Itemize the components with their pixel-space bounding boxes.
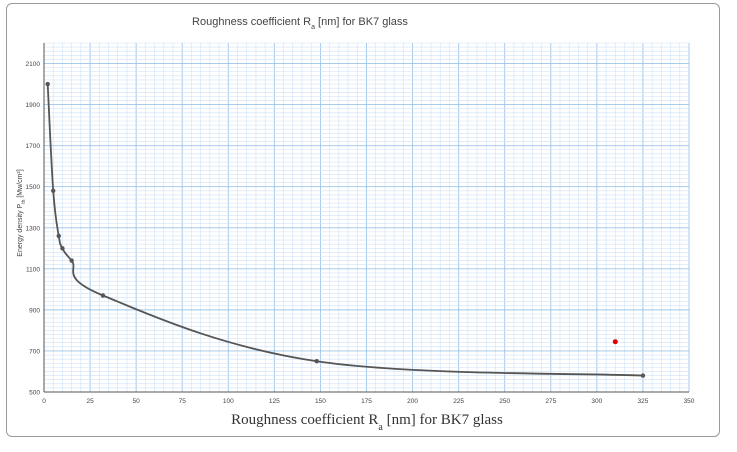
data-point (314, 359, 319, 364)
x-tick-label: 75 (179, 398, 187, 405)
y-axis-label: Energy density Pth [Mw/cm²] (17, 169, 27, 256)
y-tick-label: 1700 (26, 143, 41, 150)
data-point (640, 373, 646, 378)
x-tick-label: 50 (133, 398, 141, 405)
data-point (60, 246, 65, 251)
x-tick-label: 250 (499, 398, 510, 405)
data-point (100, 293, 106, 298)
x-tick-label: 350 (684, 398, 695, 405)
x-tick-label: 300 (591, 398, 602, 405)
data-point (51, 188, 56, 194)
y-tick-label: 1300 (26, 225, 41, 232)
y-tick-label: 500 (29, 390, 40, 397)
x-tick-label: 200 (407, 398, 418, 405)
x-tick-label: 325 (637, 398, 648, 405)
x-tick-label: 25 (86, 398, 94, 405)
y-tick-label: 1100 (26, 266, 40, 273)
series (45, 81, 646, 378)
y-tick-label: 1900 (26, 102, 41, 109)
chart-frame (6, 3, 720, 437)
chart-title: Roughness coefficient Ra [nm] for BK7 gl… (192, 16, 408, 31)
x-tick-label: 225 (453, 398, 464, 405)
axes (43, 43, 689, 393)
x-tick-label: 125 (269, 398, 280, 405)
data-point (69, 258, 74, 263)
x-tick-label: 150 (315, 398, 326, 405)
y-tick-label: 700 (29, 348, 40, 355)
data-point (56, 233, 61, 239)
x-tick-label: 0 (42, 398, 46, 405)
y-tick-label: 2100 (26, 61, 41, 68)
tick-labels: 0 25 50 75 100 125 150 175 200 225 250 275 300 325 350… (26, 61, 695, 405)
x-tick-label: 100 (223, 398, 234, 405)
grid (43, 42, 690, 393)
y-tick-label: 900 (29, 307, 40, 314)
x-axis-label: Roughness coefficient Ra [nm] for BK7 gl… (231, 412, 503, 433)
x-tick-label: 275 (545, 398, 556, 405)
data-point (45, 81, 50, 87)
highlight-point (612, 339, 618, 345)
series-line (46, 84, 643, 377)
x-tick-label: 175 (361, 398, 372, 405)
y-tick-label: 1500 (26, 184, 41, 191)
